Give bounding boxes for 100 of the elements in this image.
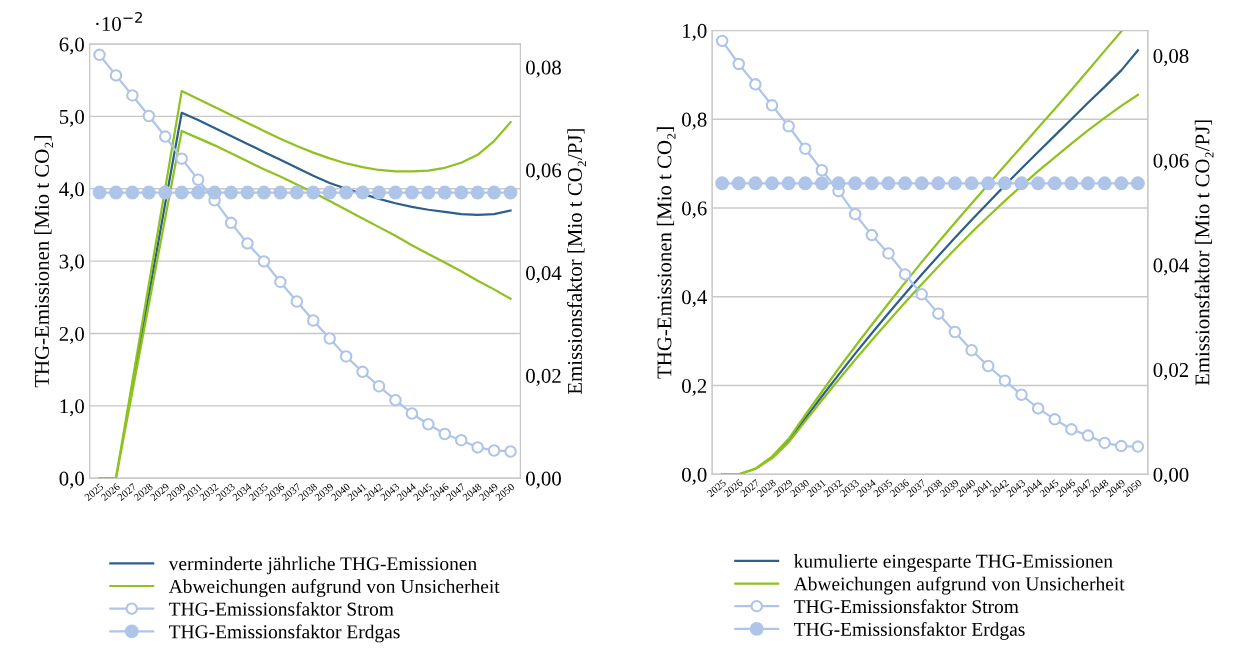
y-tick-label: 2,0: [59, 326, 84, 344]
point: [848, 207, 862, 221]
point: [142, 109, 156, 123]
y-tick-label: 0,4: [682, 290, 707, 308]
point: [126, 89, 139, 102]
point: [782, 120, 795, 133]
point: [421, 185, 436, 200]
point: [224, 185, 238, 200]
point: [948, 325, 962, 339]
point: [159, 130, 172, 143]
point: [815, 163, 829, 177]
point: [848, 176, 863, 191]
point: [798, 176, 813, 191]
point: [158, 185, 173, 200]
point: [372, 380, 386, 393]
y-tick-label: 1,0: [60, 399, 84, 417]
point: [404, 185, 419, 200]
point: [175, 152, 188, 165]
y-tick-label: 4,0: [59, 182, 84, 200]
point: [865, 228, 879, 242]
y-tick-label: 0,0: [59, 471, 84, 489]
legend-label: Abweichungen aufgrund von Unsicherheit: [793, 576, 1125, 595]
y-axis-title: THG-Emissionen [Mio t CO₂]: [34, 136, 53, 388]
point: [256, 185, 271, 200]
point: [1130, 176, 1145, 191]
point: [438, 427, 452, 441]
point: [898, 176, 913, 191]
y2-tick-label: 0,04: [526, 266, 562, 284]
legend-label: Abweichungen aufgrund von Unsicherheit: [168, 579, 500, 598]
point: [1031, 176, 1046, 191]
point: [1081, 429, 1095, 442]
point: [715, 176, 730, 191]
point: [1081, 176, 1095, 191]
point: [389, 393, 402, 407]
point: [1131, 440, 1145, 453]
point: [207, 185, 222, 200]
point: [749, 78, 762, 91]
point: [224, 216, 238, 230]
y-tick-label: 0,0: [682, 467, 707, 485]
point: [339, 185, 354, 200]
point: [898, 268, 912, 281]
point: [915, 288, 928, 301]
point: [306, 185, 321, 200]
point: [1015, 388, 1028, 402]
x-tick-label: 2050: [1122, 478, 1143, 498]
point: [748, 176, 763, 191]
point: [932, 307, 945, 320]
y-tick-label: 5,0: [59, 109, 84, 127]
point: [503, 185, 518, 200]
point: [339, 350, 353, 363]
legend-label: THG-Emissionsfaktor Erdgas: [169, 624, 400, 643]
y2-tick-label: 0,06: [1153, 153, 1189, 171]
point: [109, 185, 123, 200]
point: [240, 185, 255, 200]
y2-tick-label: 0,04: [1153, 258, 1189, 276]
point: [372, 185, 386, 200]
point: [273, 185, 288, 200]
point: [1115, 439, 1128, 453]
point: [1097, 176, 1112, 191]
point: [92, 185, 107, 200]
legend-label: THG-Emissionsfaktor Strom: [794, 599, 1019, 614]
point: [504, 445, 517, 458]
point: [1031, 402, 1045, 415]
point: [471, 441, 484, 454]
point: [1065, 423, 1078, 436]
y2-tick-label: 0,00: [526, 471, 561, 489]
point: [125, 185, 140, 200]
point: [814, 176, 829, 191]
point: [487, 444, 501, 457]
y-tick-label: 0,8: [682, 112, 707, 130]
y-tick-label: 0,2: [682, 378, 707, 396]
point: [109, 69, 123, 82]
y2-axis-title: Emissionsfaktor [Mio t CO₂/PJ]: [1194, 120, 1214, 386]
point: [454, 185, 469, 200]
y2-tick-label: 0,08: [526, 60, 561, 78]
point: [1098, 436, 1111, 450]
point: [355, 185, 370, 200]
point: [405, 407, 419, 420]
point: [781, 176, 796, 191]
point: [437, 185, 452, 200]
point: [831, 176, 846, 191]
text: ·10$^{−2}$: [96, 11, 142, 31]
y-tick-label: 3,0: [59, 254, 84, 272]
y2-tick-label: 0,00: [1153, 467, 1189, 485]
point: [422, 418, 435, 431]
y-tick-label: 0,6: [682, 201, 707, 219]
point: [356, 365, 369, 379]
point: [1014, 176, 1029, 191]
y2-tick-label: 0,06: [526, 163, 562, 181]
point: [765, 176, 779, 191]
point: [948, 176, 962, 191]
point: [274, 275, 287, 289]
point: [470, 185, 485, 200]
y-tick-label: 6,0: [59, 37, 84, 55]
point: [965, 344, 978, 357]
point: [257, 255, 271, 268]
point: [715, 34, 729, 48]
point: [981, 176, 996, 191]
point: [93, 48, 106, 62]
point: [323, 332, 336, 345]
